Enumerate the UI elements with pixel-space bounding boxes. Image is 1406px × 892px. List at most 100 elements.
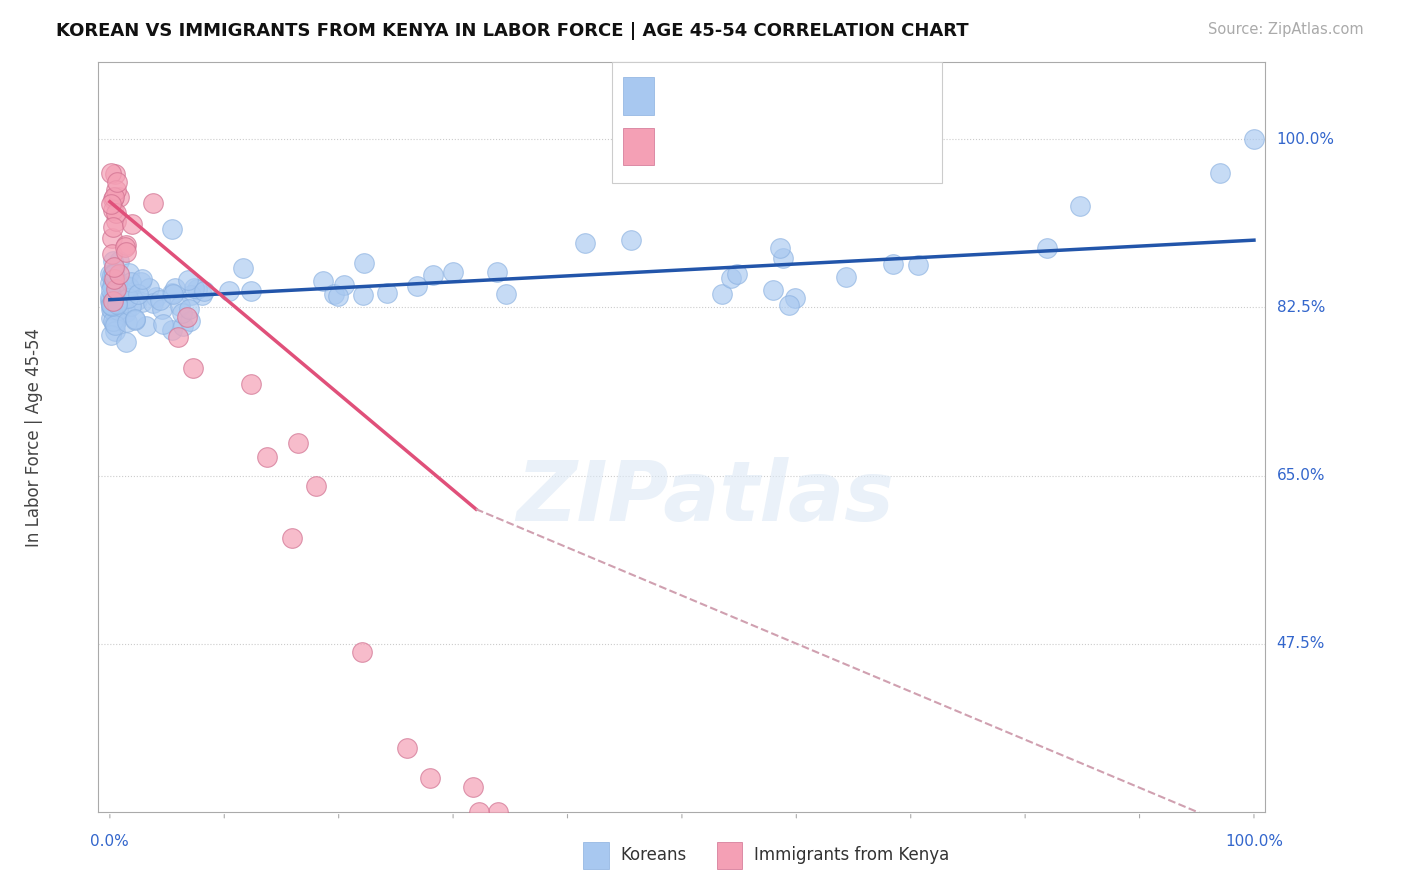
- Point: [115, 305, 138, 319]
- Point: [100, 298, 122, 312]
- Point: [165, 281, 187, 295]
- Point: [107, 280, 129, 294]
- Point: [405, 278, 427, 293]
- Point: [105, 183, 128, 197]
- Point: [131, 294, 153, 309]
- Point: [152, 318, 174, 332]
- Point: [1036, 241, 1059, 255]
- Point: [907, 258, 929, 272]
- Text: 100.0%: 100.0%: [1277, 132, 1334, 147]
- Point: [100, 290, 122, 304]
- Point: [108, 281, 131, 295]
- Text: In Labor Force | Age 45-54: In Labor Force | Age 45-54: [25, 327, 44, 547]
- Point: [305, 479, 328, 493]
- Point: [323, 287, 346, 301]
- Point: [769, 241, 792, 255]
- Point: [105, 277, 128, 292]
- Point: [574, 235, 596, 250]
- Point: [103, 189, 125, 203]
- Point: [486, 805, 509, 819]
- Point: [100, 283, 122, 297]
- Point: [160, 222, 183, 236]
- Point: [114, 240, 136, 254]
- Point: [169, 299, 191, 313]
- Point: [239, 377, 262, 392]
- Point: [166, 330, 188, 344]
- Point: [104, 318, 127, 333]
- Point: [218, 285, 240, 299]
- Point: [352, 288, 374, 302]
- Point: [1243, 132, 1265, 146]
- Point: [103, 317, 125, 331]
- Text: N =: N =: [810, 85, 844, 103]
- Text: R =: R =: [665, 136, 699, 153]
- Point: [112, 286, 135, 301]
- Point: [107, 303, 129, 318]
- Point: [135, 318, 157, 333]
- Point: [115, 315, 138, 329]
- Point: [100, 196, 122, 211]
- Point: [104, 206, 127, 220]
- Point: [104, 324, 127, 338]
- Text: 82.5%: 82.5%: [1277, 300, 1324, 315]
- Point: [103, 203, 125, 218]
- Point: [120, 299, 142, 313]
- Point: [125, 293, 148, 307]
- Point: [762, 283, 785, 297]
- Point: [326, 288, 349, 302]
- Point: [312, 274, 335, 288]
- Point: [1069, 199, 1091, 213]
- Text: 113: 113: [859, 85, 897, 103]
- Point: [118, 266, 141, 280]
- Point: [100, 301, 122, 316]
- Point: [100, 328, 122, 343]
- Point: [281, 531, 304, 545]
- Point: [778, 298, 800, 312]
- Point: [101, 277, 124, 291]
- Point: [112, 293, 135, 307]
- Point: [108, 254, 131, 268]
- Text: 65.0%: 65.0%: [1277, 468, 1324, 483]
- Text: Koreans: Koreans: [620, 847, 686, 864]
- Point: [104, 214, 127, 228]
- Point: [101, 231, 124, 245]
- Point: [783, 291, 806, 305]
- Point: [100, 297, 122, 311]
- Text: 0.348: 0.348: [718, 85, 776, 103]
- Point: [117, 278, 139, 293]
- Point: [396, 741, 419, 756]
- Point: [108, 190, 131, 204]
- Point: [103, 292, 125, 306]
- Point: [105, 310, 128, 325]
- Point: [124, 313, 146, 327]
- Point: [162, 286, 184, 301]
- Point: [131, 272, 153, 286]
- Point: [461, 780, 484, 794]
- Point: [138, 281, 160, 295]
- Point: [115, 237, 138, 252]
- Point: [115, 244, 138, 259]
- Point: [181, 361, 204, 376]
- Point: [419, 772, 441, 786]
- Text: 47.5%: 47.5%: [1277, 636, 1324, 651]
- Point: [100, 311, 122, 326]
- Point: [127, 286, 149, 301]
- Point: [353, 256, 375, 270]
- Text: 0.0%: 0.0%: [90, 834, 129, 849]
- Point: [720, 271, 742, 285]
- Point: [333, 278, 356, 293]
- Point: [183, 281, 205, 295]
- Point: [176, 310, 198, 325]
- Point: [98, 276, 121, 290]
- Point: [101, 290, 124, 304]
- Point: [103, 267, 125, 281]
- Point: [121, 217, 143, 231]
- Point: [105, 282, 128, 296]
- Point: [142, 295, 165, 310]
- Point: [101, 285, 124, 299]
- Point: [422, 268, 444, 282]
- Point: [193, 285, 215, 299]
- Point: [485, 265, 508, 279]
- Point: [98, 293, 121, 308]
- Point: [162, 287, 184, 301]
